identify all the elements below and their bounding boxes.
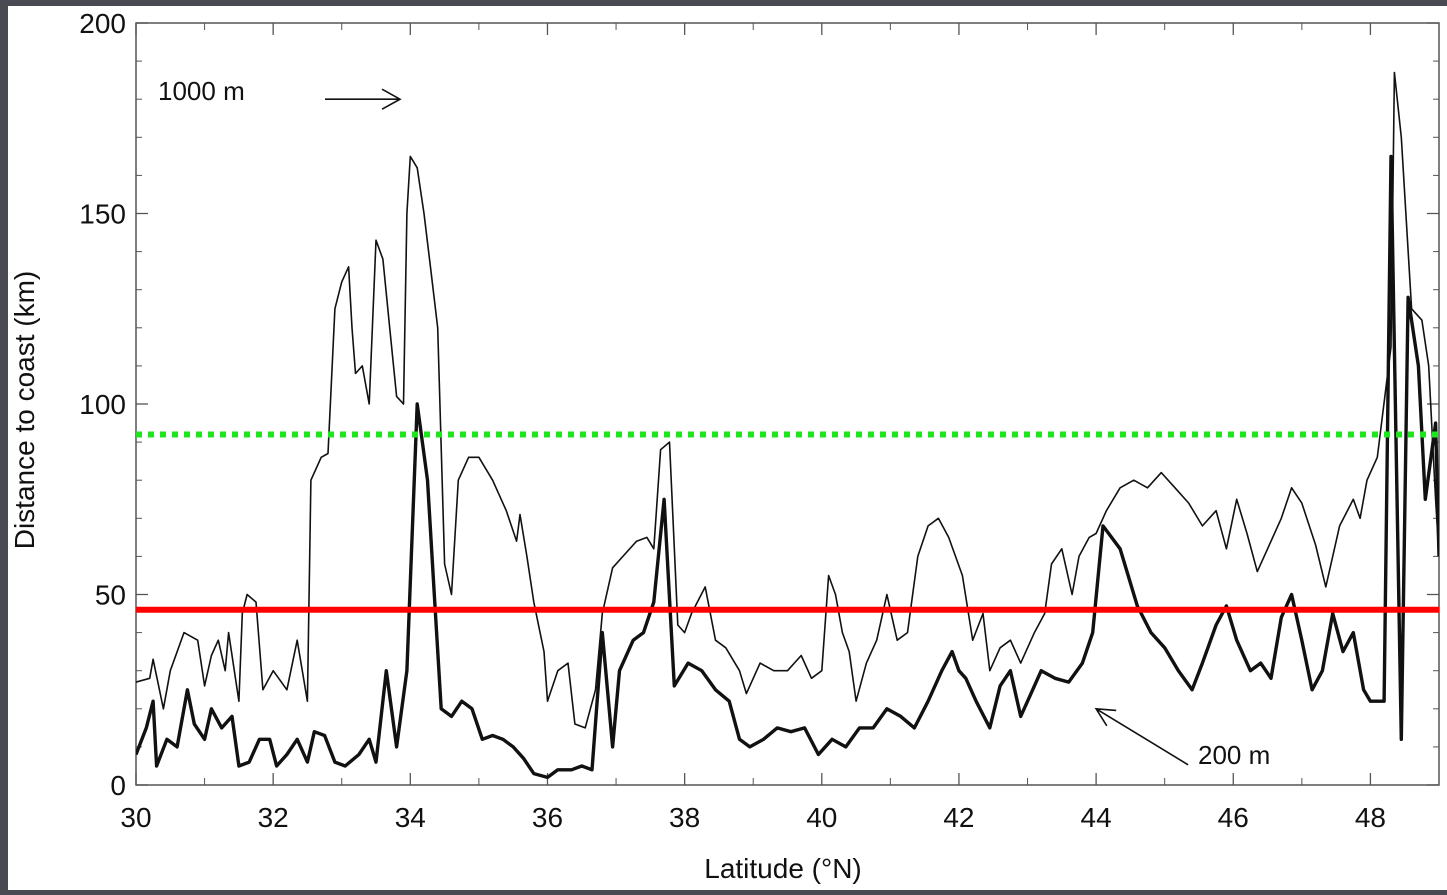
x-tick-label: 38 xyxy=(669,802,700,833)
x-tick-label: 30 xyxy=(120,802,151,833)
x-tick-label: 34 xyxy=(395,802,426,833)
line-chart: 30 32 34 36 38 40 42 44 46 48 0 50 100 150 200 1000 m 2… xyxy=(9,8,1440,884)
y-tick-label: 100 xyxy=(79,389,126,420)
y-tick-label: 50 xyxy=(95,580,126,611)
y-tick-label: 200 xyxy=(79,8,126,39)
x-tick-label: 46 xyxy=(1218,802,1249,833)
y-axis-label: Distance to coast (km) xyxy=(9,271,40,550)
y-tick-label: 150 xyxy=(79,199,126,230)
series-1000m-line xyxy=(136,71,1439,729)
x-axis-label: Latitude (°N) xyxy=(704,853,862,884)
arrow-200m xyxy=(1094,707,1189,766)
figure: 30 32 34 36 38 40 42 44 46 48 0 50 100 150 200 1000 m 2… xyxy=(8,6,1447,890)
y-tick-label: 0 xyxy=(110,770,126,801)
x-tick-label: 36 xyxy=(532,802,563,833)
x-tick-label: 40 xyxy=(806,802,837,833)
annotation-200m: 200 m xyxy=(1198,740,1270,770)
x-tick-label: 42 xyxy=(943,802,974,833)
x-tick-label: 44 xyxy=(1081,802,1112,833)
arrow-1000m xyxy=(325,88,402,110)
x-tick-label: 48 xyxy=(1355,802,1386,833)
series-200m-line xyxy=(136,154,1439,780)
annotation-1000m: 1000 m xyxy=(158,76,245,106)
x-tick-label: 32 xyxy=(258,802,289,833)
